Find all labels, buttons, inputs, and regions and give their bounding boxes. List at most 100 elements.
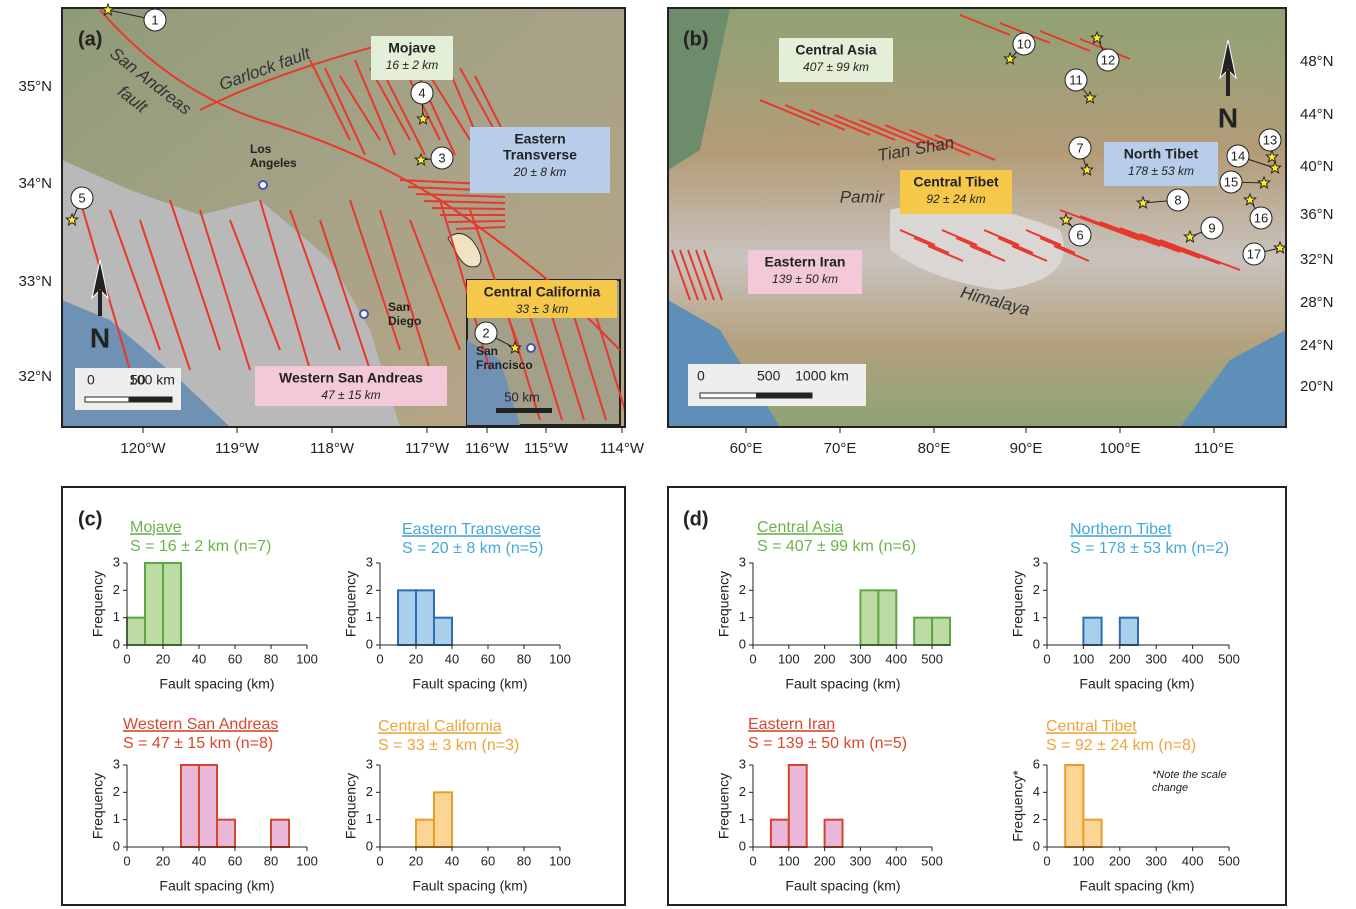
x-tick-label: 119°W bbox=[215, 440, 260, 457]
x-axis-label: Fault spacing (km) bbox=[159, 878, 274, 894]
histogram-bar bbox=[878, 590, 896, 645]
site-number: 17 bbox=[1247, 246, 1261, 261]
histogram-bar bbox=[434, 792, 452, 847]
histogram-bar bbox=[181, 765, 199, 847]
inset-scale-bar bbox=[496, 408, 552, 413]
scale-label: 0 bbox=[697, 368, 705, 384]
histogram-bar bbox=[1120, 618, 1138, 645]
region-name: Central Asia bbox=[795, 42, 876, 58]
y-tick-label: 0 bbox=[113, 636, 120, 651]
x-tick-label: 200 bbox=[814, 651, 836, 666]
y-tick-label: 34°N bbox=[18, 175, 52, 192]
region-name: Eastern Iran bbox=[765, 254, 846, 270]
region-spacing: 92 ± 24 km bbox=[926, 192, 985, 206]
place-dot bbox=[527, 344, 535, 352]
chart-title: Northern Tibet bbox=[1070, 521, 1172, 538]
y-tick-label: 4 bbox=[1033, 784, 1040, 799]
inset-scale-label: 50 km bbox=[504, 389, 539, 404]
histogram-bar bbox=[163, 563, 181, 645]
x-tick-label: 400 bbox=[1182, 853, 1204, 868]
histogram-bar bbox=[199, 765, 217, 847]
x-tick-label: 60 bbox=[228, 651, 242, 666]
x-tick-label: 60 bbox=[228, 853, 242, 868]
place-name: San bbox=[388, 300, 410, 314]
x-tick-label: 100 bbox=[296, 651, 318, 666]
x-tick-label: 100°E bbox=[1099, 440, 1140, 457]
histogram-bar bbox=[434, 618, 452, 645]
y-tick-label: 2 bbox=[113, 582, 120, 597]
histogram-bar bbox=[932, 618, 950, 645]
site-number: 14 bbox=[1231, 148, 1245, 163]
y-tick-label: 2 bbox=[739, 582, 746, 597]
region-name: Eastern bbox=[514, 131, 565, 147]
region-name: Central California bbox=[484, 284, 601, 300]
y-tick-label: 6 bbox=[1033, 756, 1040, 771]
histogram-bar bbox=[271, 820, 289, 847]
x-tick-label: 100 bbox=[778, 651, 800, 666]
y-tick-label: 1 bbox=[113, 811, 120, 826]
x-axis-label: Fault spacing (km) bbox=[412, 878, 527, 894]
y-tick-label: 2 bbox=[739, 784, 746, 799]
x-tick-label: 300 bbox=[1145, 651, 1167, 666]
region-name: Central Tibet bbox=[913, 174, 999, 190]
y-tick-label: 3 bbox=[113, 756, 120, 771]
y-tick-label: 3 bbox=[1033, 554, 1040, 569]
histogram-bar bbox=[1083, 820, 1101, 847]
histogram-bar bbox=[860, 590, 878, 645]
x-tick-label: 114°W bbox=[600, 440, 645, 457]
page: (a)120°W119°W118°W117°W116°W115°W114°W35… bbox=[0, 0, 1356, 909]
y-tick-label: 1 bbox=[739, 609, 746, 624]
y-axis-label: Frequency bbox=[343, 571, 359, 637]
y-tick-label: 35°N bbox=[18, 78, 52, 95]
y-tick-label: 0 bbox=[739, 838, 746, 853]
chart-subtitle: S = 178 ± 53 km (n=2) bbox=[1070, 540, 1229, 557]
y-tick-label: 32°N bbox=[18, 368, 52, 385]
north-stem bbox=[98, 290, 102, 316]
site-number: 4 bbox=[418, 85, 425, 100]
histogram-bar bbox=[416, 820, 434, 847]
site-number: 12 bbox=[1101, 52, 1115, 67]
site-number: 16 bbox=[1254, 210, 1268, 225]
y-tick-label: 3 bbox=[113, 554, 120, 569]
x-tick-label: 200 bbox=[1109, 853, 1131, 868]
site-number: 15 bbox=[1224, 174, 1238, 189]
panel-label: (d) bbox=[683, 508, 709, 530]
y-tick-label: 2 bbox=[366, 784, 373, 799]
x-tick-label: 500 bbox=[1218, 853, 1240, 868]
x-tick-label: 40 bbox=[192, 853, 206, 868]
x-tick-label: 80 bbox=[264, 651, 278, 666]
y-tick-label: 40°N bbox=[1300, 158, 1334, 175]
x-axis-label: Fault spacing (km) bbox=[1079, 878, 1194, 894]
fault bbox=[448, 221, 505, 222]
x-tick-label: 80 bbox=[517, 651, 531, 666]
region-name: Transverse bbox=[503, 147, 577, 163]
x-tick-label: 60 bbox=[481, 853, 495, 868]
y-tick-label: 44°N bbox=[1300, 106, 1334, 123]
x-tick-label: 117°W bbox=[405, 440, 450, 457]
x-tick-label: 300 bbox=[850, 651, 872, 666]
x-axis-label: Fault spacing (km) bbox=[1079, 676, 1194, 692]
region-spacing: 139 ± 50 km bbox=[772, 272, 838, 286]
region-name: North Tibet bbox=[1124, 146, 1199, 162]
histogram-bar bbox=[771, 820, 789, 847]
place-name: Francisco bbox=[476, 358, 533, 372]
y-tick-label: 2 bbox=[366, 582, 373, 597]
x-tick-label: 100 bbox=[549, 853, 571, 868]
y-tick-label: 28°N bbox=[1300, 294, 1334, 311]
feature-name: Pamir bbox=[840, 187, 886, 206]
x-tick-label: 0 bbox=[123, 853, 130, 868]
chart-title: Mojave bbox=[130, 519, 182, 536]
north-label: N bbox=[1218, 102, 1238, 133]
x-tick-label: 400 bbox=[1182, 651, 1204, 666]
x-tick-label: 118°W bbox=[310, 440, 355, 457]
x-tick-label: 0 bbox=[123, 651, 130, 666]
y-tick-label: 1 bbox=[366, 811, 373, 826]
x-axis-label: Fault spacing (km) bbox=[785, 878, 900, 894]
y-tick-label: 0 bbox=[1033, 838, 1040, 853]
x-tick-label: 20 bbox=[156, 853, 170, 868]
x-tick-label: 100 bbox=[1073, 853, 1095, 868]
x-tick-label: 200 bbox=[1109, 651, 1131, 666]
x-tick-label: 400 bbox=[885, 853, 907, 868]
place-dot bbox=[360, 310, 368, 318]
x-tick-label: 0 bbox=[376, 853, 383, 868]
